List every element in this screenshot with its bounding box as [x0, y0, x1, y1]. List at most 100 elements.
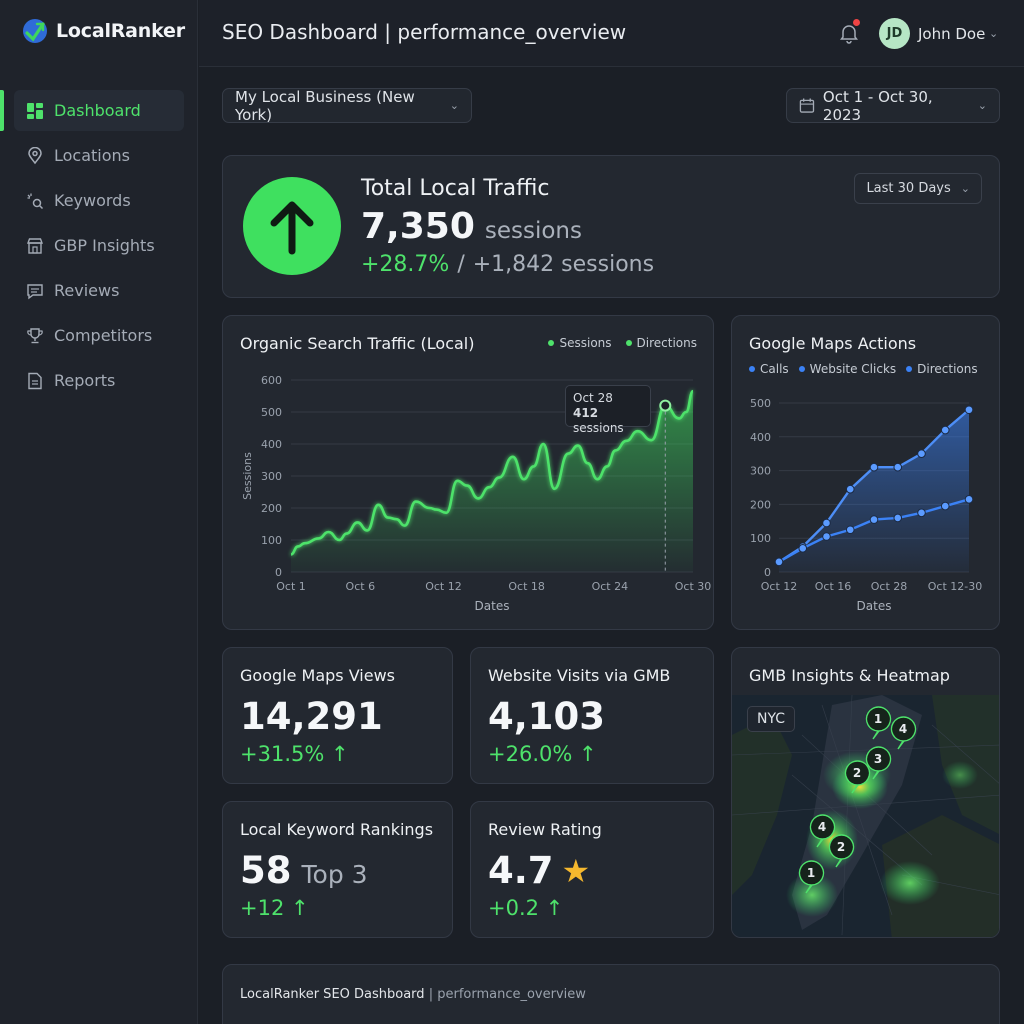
metric-change: +12 ↑ — [240, 896, 309, 920]
star-icon: ★ — [561, 851, 591, 890]
review-rating-card: Review Rating 4.7 ★ +0.2 ↑ — [470, 801, 714, 938]
app-logo[interactable]: LocalRanker — [22, 18, 185, 44]
traffic-unit: sessions — [484, 218, 582, 244]
legend-item-website-clicks[interactable]: Website Clicks — [798, 362, 897, 376]
pin-label: 1 — [874, 712, 882, 726]
data-point — [917, 508, 926, 518]
tooltip-value: 412 — [573, 406, 599, 420]
metric-change: +31.5% ↑ — [240, 742, 349, 766]
y-tick-label: 100 — [261, 534, 282, 547]
sidebar-item-label: Reports — [54, 371, 116, 390]
website-visits-card: Website Visits via GMB 4,103 +26.0% ↑ — [470, 647, 714, 784]
metric-title: Review Rating — [488, 820, 602, 839]
avatar[interactable]: JD — [879, 18, 910, 49]
x-axis-label: Dates — [857, 599, 892, 613]
data-point — [964, 495, 974, 504]
chevron-down-icon: ⌄ — [977, 99, 987, 112]
calendar-icon — [799, 98, 815, 113]
pin-label: 3 — [874, 752, 882, 766]
sidebar-item-gbp-insights[interactable]: GBP Insights — [14, 225, 184, 266]
data-point — [798, 544, 808, 553]
map-pins[interactable]: 1 4 3 2 4 2 1 — [798, 706, 917, 894]
x-tick-label: Oct 28 — [871, 580, 908, 593]
app-name: LocalRanker — [56, 20, 185, 42]
legend-dot — [906, 366, 913, 372]
sidebar-item-dashboard[interactable]: Dashboard — [0, 90, 184, 131]
tooltip-date: Oct 28 — [573, 391, 613, 405]
y-axis-label: Sessions — [241, 452, 254, 500]
sidebar-item-reports[interactable]: Reports — [14, 360, 184, 401]
sidebar-item-locations[interactable]: Locations — [14, 135, 184, 176]
maps-legend: Calls Website Clicks Directions — [749, 362, 978, 376]
legend-label: Website Clicks — [809, 362, 897, 376]
legend-label: Directions — [636, 336, 697, 350]
x-tick-label: Oct 1 — [276, 580, 306, 593]
map-pin[interactable]: 2 — [844, 760, 871, 794]
sidebar-item-keywords[interactable]: Keywords — [14, 180, 184, 221]
legend-item-calls[interactable]: Calls — [749, 362, 789, 376]
sidebar-item-competitors[interactable]: Competitors — [14, 315, 184, 356]
map-pin[interactable]: 1 — [798, 860, 825, 894]
y-tick-label: 200 — [261, 502, 282, 515]
legend-item-directions[interactable]: Directions — [625, 336, 697, 350]
sidebar-item-label: Dashboard — [54, 101, 141, 120]
y-tick-label: 200 — [750, 498, 771, 511]
document-icon — [28, 372, 42, 389]
data-point — [893, 513, 903, 523]
metric-title: Website Visits via GMB — [488, 666, 671, 685]
chevron-down-icon[interactable]: ⌄ — [989, 27, 999, 40]
notification-bell-icon[interactable] — [838, 22, 860, 44]
legend-dot — [625, 340, 632, 346]
y-tick-label: 400 — [750, 431, 771, 444]
range-dropdown[interactable]: Last 30 Days ⌄ — [854, 173, 982, 204]
heatmap-map[interactable]: 1 4 3 2 4 2 1 — [732, 695, 1000, 938]
data-point — [964, 405, 974, 415]
data-point — [869, 462, 879, 472]
pin-label: 4 — [899, 722, 907, 736]
chevron-down-icon: ⌄ — [449, 99, 459, 112]
maps-actions-chart: 0 100 200 300 400 500 Oct 12 Oct 16 Oct 28 Oct 12… — [750, 397, 982, 613]
y-tick-label: 400 — [261, 438, 282, 451]
metric-value: 4,103 — [488, 695, 606, 738]
map-pin[interactable]: 4 — [890, 716, 917, 750]
map-pin[interactable]: 2 — [828, 834, 855, 868]
pin-label: 2 — [837, 840, 845, 854]
legend-label: Directions — [917, 362, 978, 376]
legend-item-directions[interactable]: Directions — [906, 362, 978, 376]
sidebar: LocalRanker Dashboard Locations Keywords — [0, 0, 198, 1024]
map-city-label: NYC — [747, 706, 796, 732]
range-dropdown-label: Last 30 Days — [866, 181, 951, 196]
traffic-value: 7,350 — [361, 206, 475, 247]
sidebar-item-label: Keywords — [54, 191, 131, 210]
x-tick-label: Oct 12 — [425, 580, 462, 593]
user-name[interactable]: John Doe — [918, 25, 986, 43]
footer-separator: | — [428, 987, 434, 1002]
x-tick-label: Oct 24 — [592, 580, 629, 593]
total-traffic-card: Total Local Traffic 7,350 sessions +28.7… — [222, 155, 1000, 298]
y-tick-label: 0 — [275, 566, 282, 579]
sidebar-item-reviews[interactable]: Reviews — [14, 270, 184, 311]
maps-chart-title: Google Maps Actions — [749, 334, 917, 353]
map-pin[interactable]: 4 — [809, 814, 836, 848]
data-point — [869, 515, 879, 524]
y-tick-label: 300 — [261, 470, 282, 483]
x-tick-label: Oct 30 — [675, 580, 712, 593]
sidebar-nav: Dashboard Locations Keywords GBP Insig — [0, 90, 198, 405]
y-tick-label: 300 — [750, 465, 771, 478]
date-range-selector[interactable]: Oct 1 - Oct 30, 2023 ⌄ — [786, 88, 1000, 124]
dashboard-icon — [27, 102, 43, 119]
map-pin[interactable]: 3 — [865, 746, 892, 780]
data-point — [845, 484, 855, 494]
business-selector[interactable]: My Local Business (New York) ⌄ — [222, 88, 472, 124]
organic-chart-title: Organic Search Traffic (Local) — [240, 334, 475, 353]
x-tick-label: Oct 6 — [346, 580, 376, 593]
logo-icon — [23, 19, 47, 43]
x-tick-label: Oct 18 — [508, 580, 545, 593]
map-pin[interactable]: 1 — [865, 706, 892, 740]
pin-label: 1 — [807, 866, 815, 880]
maps-views-card: Google Maps Views 14,291 +31.5% ↑ — [222, 647, 453, 784]
y-tick-label: 100 — [750, 532, 771, 545]
metric-title: Local Keyword Rankings — [240, 820, 434, 839]
organic-legend: Sessions Directions — [548, 336, 697, 350]
legend-item-sessions[interactable]: Sessions — [548, 336, 612, 350]
